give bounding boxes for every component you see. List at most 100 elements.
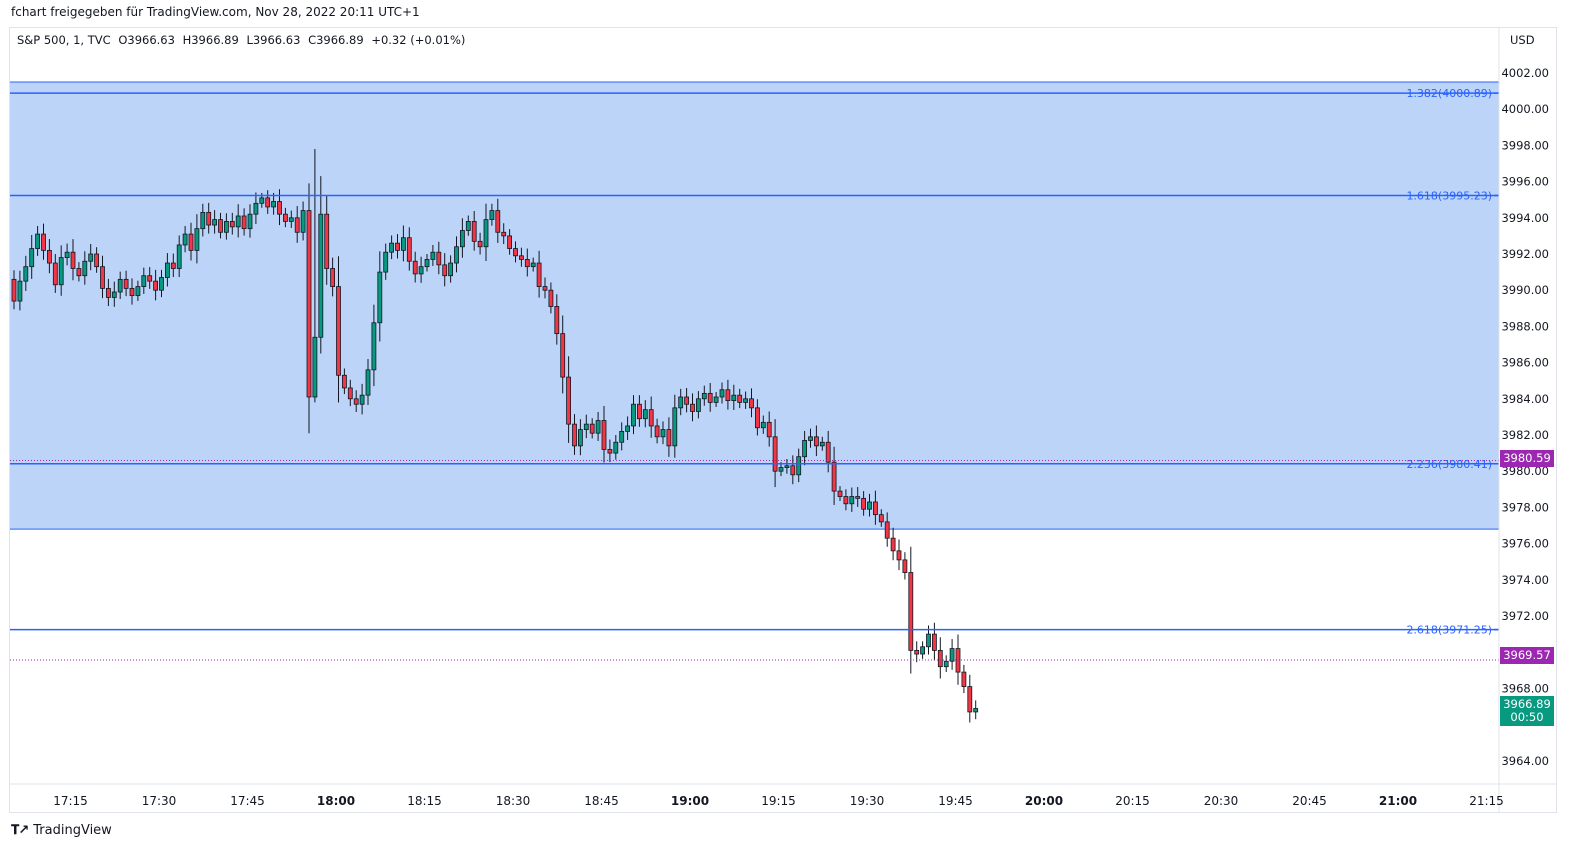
price-axis[interactable]: 4002.00 4000.00 3998.00 3996.00 3994.00 3992.…	[1498, 28, 1549, 812]
x-tick-label: 19:30	[850, 794, 885, 808]
x-tick-label: 21:15	[1469, 794, 1504, 808]
candle-body	[637, 403, 642, 420]
candle	[808, 428, 813, 448]
candle	[294, 206, 300, 243]
x-tick-label: 17:45	[230, 794, 265, 808]
candle-body	[318, 213, 324, 338]
candle-body	[513, 248, 518, 257]
candle-body	[507, 235, 513, 249]
candle	[637, 395, 642, 427]
candle-body	[519, 255, 524, 260]
legend-open: O3966.63	[118, 33, 175, 47]
candle-body	[465, 221, 471, 231]
candle-body	[908, 572, 914, 651]
candle-body	[548, 289, 554, 307]
candle-body	[52, 262, 58, 286]
candle-body	[235, 215, 241, 228]
candle-body	[129, 287, 135, 297]
candle-body	[796, 456, 802, 476]
candle	[519, 247, 524, 267]
candle-body	[914, 649, 920, 655]
candle-body	[495, 210, 501, 233]
candle-body	[11, 278, 17, 302]
candle-body	[884, 521, 890, 539]
candle-body	[631, 403, 636, 427]
candle-body	[424, 259, 430, 268]
candle-body	[867, 501, 872, 510]
candle-body	[288, 217, 294, 222]
candle-body	[802, 440, 807, 458]
time-axis[interactable]: 17:15 17:30 17:45 18:00 18:15 18:30 18:45 19:00…	[10, 783, 1556, 808]
candle-body	[170, 262, 176, 269]
candle	[755, 399, 760, 436]
y-tick-label: 3976.00	[1501, 537, 1549, 551]
candle	[914, 641, 920, 663]
candle-body	[353, 398, 359, 405]
candle	[619, 422, 625, 451]
x-tick-label: 18:15	[407, 794, 442, 808]
candle-body	[371, 322, 377, 371]
candle	[147, 267, 153, 289]
candle	[666, 417, 672, 457]
candle-body	[64, 251, 70, 259]
candle-body	[182, 233, 188, 246]
x-tick-label: 18:45	[584, 794, 619, 808]
candle-body	[117, 278, 123, 293]
y-tick-label: 3994.00	[1501, 211, 1549, 225]
candle	[654, 418, 660, 444]
candle-body	[648, 409, 654, 427]
candle	[135, 280, 141, 301]
candle-body	[825, 441, 831, 463]
candle-body	[690, 403, 695, 412]
candle-body	[713, 396, 719, 403]
candle-body	[341, 374, 347, 389]
y-tick-label: 3982.00	[1501, 428, 1549, 442]
candle	[253, 192, 259, 224]
candle-body	[477, 240, 483, 248]
candle-body	[583, 423, 589, 430]
fib-level-label: 1.382(4000.89)	[1406, 87, 1492, 100]
candle-body	[400, 237, 406, 251]
candle	[212, 210, 218, 234]
candle-body	[70, 251, 76, 269]
candle	[17, 270, 23, 311]
candle	[513, 241, 518, 263]
candle-body	[489, 210, 495, 221]
candle-body	[707, 392, 713, 403]
candle-body	[589, 423, 595, 434]
candle	[106, 278, 111, 306]
candle-body	[607, 449, 613, 454]
candle-body	[106, 287, 111, 298]
chart-caption: fchart freigegeben für TradingView.com, …	[11, 5, 420, 19]
candle-body	[613, 441, 619, 454]
candle-body	[560, 333, 566, 378]
candle-body	[902, 559, 908, 573]
candle-body	[294, 217, 300, 233]
candle	[819, 436, 825, 451]
candle	[578, 419, 583, 456]
x-tick-label: 17:30	[142, 794, 177, 808]
candle-body	[684, 396, 689, 405]
candle	[389, 235, 395, 260]
candle-body	[973, 708, 979, 713]
candle	[206, 202, 212, 234]
candle	[902, 552, 908, 580]
candle-body	[336, 286, 341, 376]
candle	[424, 254, 430, 272]
legend-low: L3966.63	[246, 33, 301, 47]
candle	[47, 239, 52, 274]
candle	[648, 396, 654, 438]
candle	[749, 388, 754, 418]
candle-body	[430, 251, 436, 260]
candle-body	[778, 467, 784, 472]
y-tick-label: 4002.00	[1501, 66, 1549, 80]
y-tick-label: 3980.00	[1501, 464, 1549, 478]
legend-change: +0.32 (+0.01%)	[371, 33, 466, 47]
candle	[814, 425, 819, 457]
candle	[241, 208, 247, 236]
candle	[684, 387, 689, 413]
candle	[524, 248, 530, 277]
brand[interactable]: 𝐓↗ TradingView	[11, 823, 112, 838]
candle	[642, 400, 648, 428]
